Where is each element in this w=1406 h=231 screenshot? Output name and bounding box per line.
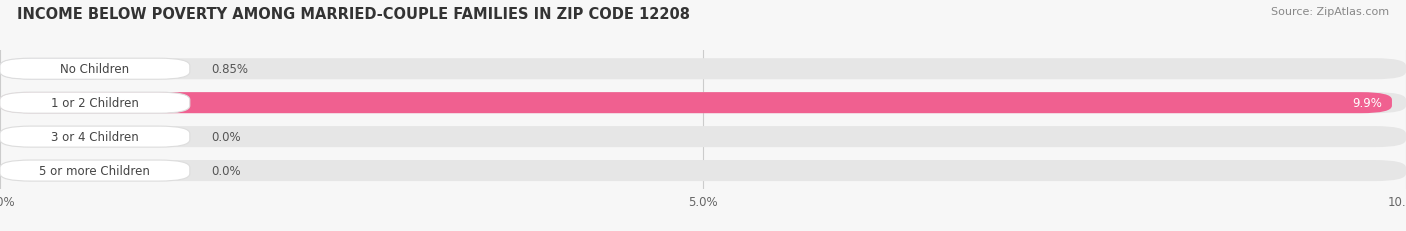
Text: No Children: No Children [60,63,129,76]
Text: 0.0%: 0.0% [211,164,240,177]
FancyBboxPatch shape [0,160,190,181]
FancyBboxPatch shape [0,127,1406,148]
Text: 0.0%: 0.0% [211,131,240,143]
FancyBboxPatch shape [0,93,1406,114]
FancyBboxPatch shape [0,127,190,148]
FancyBboxPatch shape [0,59,1406,80]
Text: INCOME BELOW POVERTY AMONG MARRIED-COUPLE FAMILIES IN ZIP CODE 12208: INCOME BELOW POVERTY AMONG MARRIED-COUPL… [17,7,690,22]
Text: Source: ZipAtlas.com: Source: ZipAtlas.com [1271,7,1389,17]
Text: 3 or 4 Children: 3 or 4 Children [51,131,139,143]
FancyBboxPatch shape [0,93,1392,114]
Text: 0.85%: 0.85% [211,63,247,76]
FancyBboxPatch shape [0,59,190,80]
FancyBboxPatch shape [0,93,190,114]
Text: 5 or more Children: 5 or more Children [39,164,150,177]
FancyBboxPatch shape [0,59,120,80]
Text: 9.9%: 9.9% [1353,97,1382,110]
Text: 1 or 2 Children: 1 or 2 Children [51,97,139,110]
FancyBboxPatch shape [0,160,1406,181]
